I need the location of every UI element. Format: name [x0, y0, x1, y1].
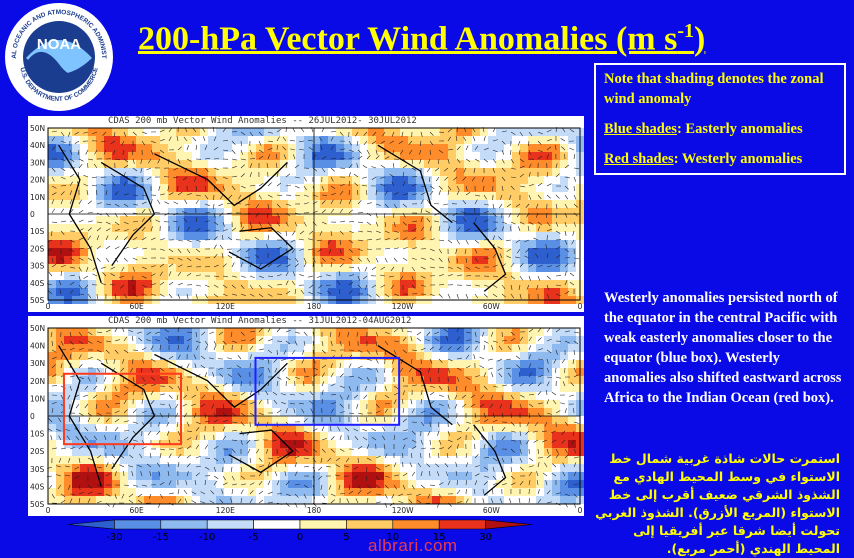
colorbar-tick-label: 0 — [297, 532, 303, 543]
lon-label: 60E — [130, 302, 145, 311]
lon-label: 0 — [578, 506, 583, 515]
lat-label: 30S — [30, 465, 45, 474]
lat-label: 40N — [30, 342, 45, 351]
arabic-description: استمرت حالات شاذة غربية شمال خط الاستواء… — [590, 450, 840, 558]
colorbar-tick-label: -15 — [153, 532, 169, 543]
lon-label: 60E — [130, 506, 145, 515]
lat-label: 0 — [30, 412, 35, 421]
wind-map-panel-2: CDAS 200 mb Vector Wind Anomalies -- 31J… — [28, 316, 584, 516]
colorbar-swatch — [439, 520, 485, 529]
colorbar-swatch — [207, 520, 253, 529]
colorbar-swatch — [161, 520, 207, 529]
page-title: 200-hPa Vector Wind Anomalies (m s-1) — [138, 8, 778, 54]
watermark: albrari.com — [368, 536, 488, 556]
lon-label: 60W — [483, 302, 501, 311]
logo-center-text: NOAA — [37, 36, 81, 53]
lat-label: 10N — [30, 394, 45, 403]
lat-label: 10S — [30, 227, 45, 236]
lat-label: 40S — [30, 279, 45, 288]
lon-label: 120E — [216, 302, 235, 311]
note-red-line: Red shades: Westerly anomalies — [604, 149, 836, 169]
colorbar-swatch — [114, 520, 160, 529]
lat-label: 20N — [30, 377, 45, 386]
lat-label: 20N — [30, 176, 45, 185]
colorbar-tick-label: 5 — [343, 532, 349, 543]
lat-label: 10N — [30, 193, 45, 202]
colorbar-tick-label: -5 — [249, 532, 259, 543]
english-description: Westerly anomalies persisted north of th… — [604, 288, 844, 408]
lat-label: 50S — [30, 500, 45, 509]
colorbar-swatch — [393, 520, 439, 529]
colorbar-tick-label: -30 — [106, 532, 122, 543]
lon-label: 60W — [483, 506, 501, 515]
lat-label: 30S — [30, 262, 45, 271]
lat-label: 20S — [30, 244, 45, 253]
colorbar-swatch — [300, 520, 346, 529]
noaa-logo: NOAA NATIONAL OCEANIC AND ATMOSPHERIC AD… — [2, 2, 116, 112]
lat-label: 50N — [30, 324, 45, 333]
lat-label: 40S — [30, 482, 45, 491]
lon-label: 120W — [392, 506, 414, 515]
lon-label: 0 — [578, 302, 583, 311]
lat-label: 40N — [30, 141, 45, 150]
lon-label: 180 — [307, 506, 322, 515]
lon-label: 0 — [46, 302, 51, 311]
lat-label: 0 — [30, 210, 35, 219]
shading-note-box: Note that shading denotes the zonal wind… — [594, 63, 846, 175]
colorbar-tick-label: -10 — [199, 532, 215, 543]
lon-label: 0 — [46, 506, 51, 515]
note-blue-line: Blue shades: Easterly anomalies — [604, 119, 836, 139]
colorbar-swatch — [346, 520, 392, 529]
lat-label: 50N — [30, 124, 45, 133]
lat-label: 30N — [30, 359, 45, 368]
lon-label: 120E — [216, 506, 235, 515]
lat-label: 10S — [30, 430, 45, 439]
lon-label: 120W — [392, 302, 414, 311]
note-intro: Note that shading denotes the zonal wind… — [604, 69, 836, 109]
lon-label: 180 — [307, 302, 322, 311]
colorbar-swatch — [68, 520, 114, 529]
wind-map-panel-1: CDAS 200 mb Vector Wind Anomalies -- 26J… — [28, 116, 584, 312]
lat-label: 50S — [30, 296, 45, 305]
lat-label: 20S — [30, 447, 45, 456]
colorbar-swatch — [486, 520, 532, 529]
colorbar-swatch — [254, 520, 300, 529]
lat-label: 30N — [30, 158, 45, 167]
